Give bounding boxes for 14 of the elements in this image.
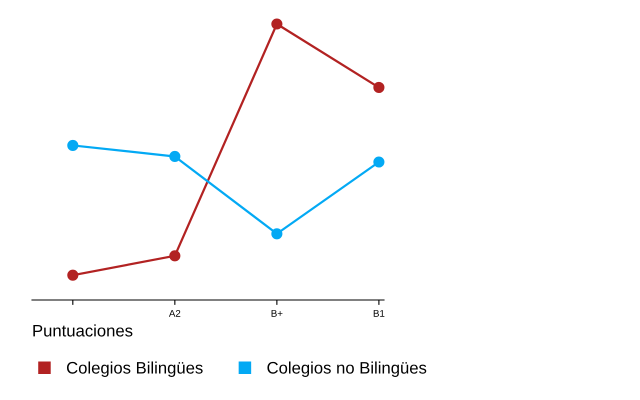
legend-label: Colegios Bilingües bbox=[66, 361, 203, 377]
x-tick-label: B+ bbox=[272, 310, 282, 317]
point bbox=[169, 250, 180, 262]
x-tick-label: B1 bbox=[374, 310, 384, 317]
point bbox=[271, 228, 282, 240]
point bbox=[373, 156, 384, 168]
x-axis-title: Puntuaciones bbox=[33, 324, 132, 337]
point bbox=[169, 150, 180, 162]
legend-label: Colegios no Bilingües bbox=[267, 361, 426, 377]
x-tick-label: A2 bbox=[168, 310, 180, 317]
point bbox=[271, 18, 282, 30]
point bbox=[373, 82, 384, 94]
point bbox=[67, 140, 78, 151]
point bbox=[67, 270, 78, 281]
